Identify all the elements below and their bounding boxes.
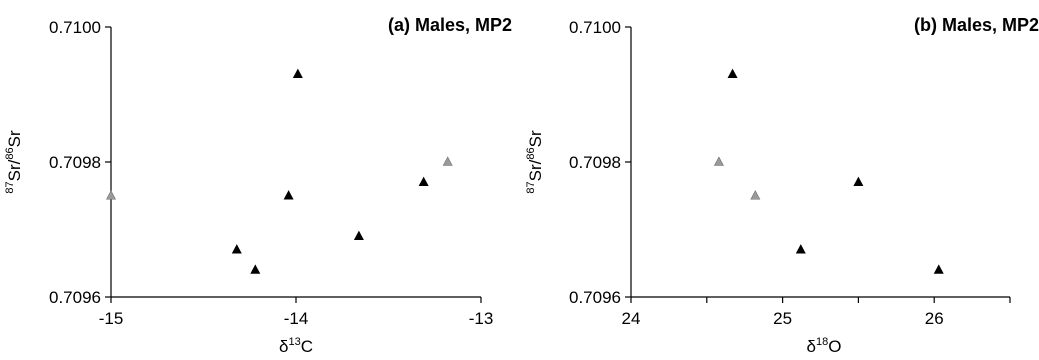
y-axis-title-b: 87Sr/86Sr <box>525 130 545 194</box>
chart-title-a: (a) Males, MP2 <box>388 15 512 35</box>
data-point <box>795 244 806 254</box>
y-tick-label: 0.7096 <box>569 288 621 307</box>
panel-a: 0.7096 0.7098 0.7100 -15 -14 -13 (a) Males, … <box>4 15 512 356</box>
y-tick-label: 0.7100 <box>569 18 621 37</box>
x-axis-title-b: δ18O <box>807 336 842 356</box>
y-tick-label: 0.7100 <box>49 18 101 37</box>
data-points <box>713 68 944 274</box>
x-tick-label: 24 <box>622 309 641 328</box>
y-tick-label: 0.7098 <box>49 153 101 172</box>
y-ticks: 0.7096 0.7098 0.7100 <box>49 18 111 307</box>
y-tick-label: 0.7098 <box>569 153 621 172</box>
data-point <box>231 244 242 254</box>
y-ticks: 0.7096 0.7098 0.7100 <box>569 18 631 307</box>
data-point <box>250 264 261 274</box>
data-point <box>418 176 429 187</box>
y-tick-label: 0.7096 <box>49 288 101 307</box>
data-point <box>853 176 864 187</box>
data-point <box>353 230 364 241</box>
data-point <box>713 156 724 166</box>
x-ticks: 24 25 26 <box>622 297 1011 328</box>
data-point <box>283 190 294 200</box>
chart-title-b: (b) Males, MP2 <box>914 15 1039 35</box>
x-tick-label: -14 <box>284 309 309 328</box>
y-axis-title-a: 87Sr/86Sr <box>4 130 24 194</box>
x-tick-label: 26 <box>925 309 944 328</box>
data-point <box>933 264 944 274</box>
data-point <box>442 156 453 166</box>
x-tick-label: -15 <box>99 309 124 328</box>
data-point <box>727 68 738 79</box>
x-axis-title-a: δ13C <box>279 336 313 356</box>
data-point <box>750 190 761 200</box>
panel-b: 0.7096 0.7098 0.7100 24 25 26 (b) Males, MP2… <box>525 15 1039 356</box>
x-ticks: -15 -14 -13 <box>99 297 494 328</box>
data-point <box>292 68 303 79</box>
data-point <box>106 190 116 200</box>
data-points <box>106 68 453 274</box>
x-tick-label: 25 <box>773 309 792 328</box>
x-tick-label: -13 <box>469 309 494 328</box>
